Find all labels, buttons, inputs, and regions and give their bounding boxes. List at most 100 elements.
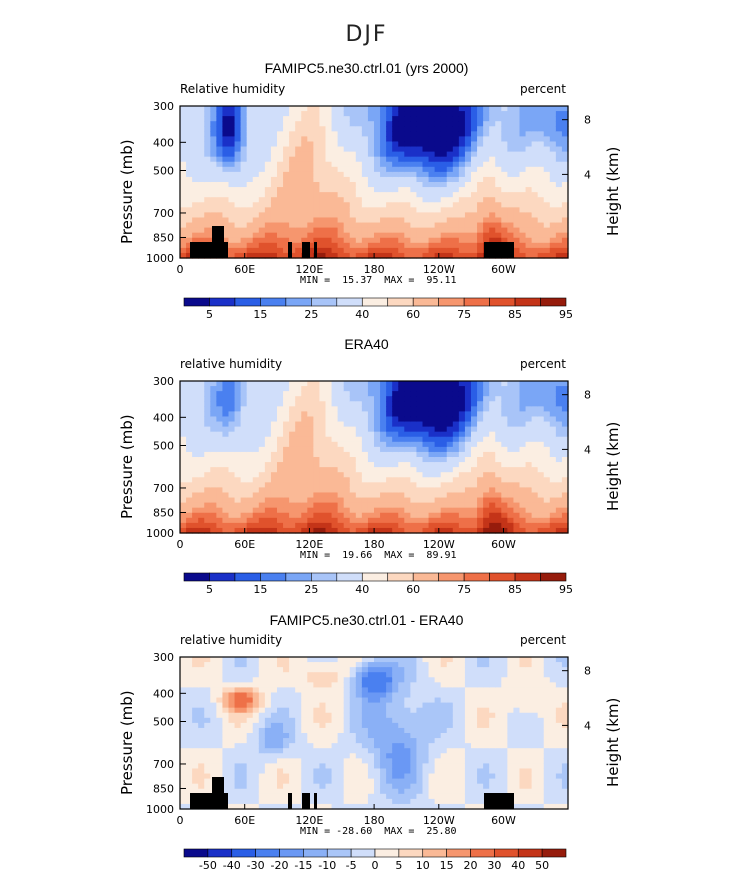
field-cell bbox=[234, 492, 242, 499]
field-cell bbox=[392, 462, 399, 468]
field-cell bbox=[234, 386, 242, 392]
field-cell bbox=[258, 497, 266, 504]
field-cell bbox=[349, 401, 357, 407]
field-cell bbox=[295, 176, 302, 183]
field-cell bbox=[277, 411, 284, 418]
field-cell bbox=[440, 187, 448, 193]
field-cell bbox=[246, 247, 254, 254]
field-cell bbox=[519, 182, 527, 188]
field-cell bbox=[307, 783, 314, 790]
field-cell bbox=[452, 451, 460, 458]
field-cell bbox=[531, 472, 539, 478]
field-cell bbox=[325, 697, 333, 704]
colorbar-swatch bbox=[438, 297, 465, 307]
field-cell bbox=[531, 507, 539, 514]
field-cell bbox=[367, 136, 375, 143]
field-cell bbox=[543, 411, 551, 418]
field-cell bbox=[416, 451, 424, 458]
field-cell bbox=[483, 457, 490, 463]
field-cell bbox=[228, 482, 236, 488]
field-cell bbox=[422, 141, 430, 148]
field-cell bbox=[270, 232, 278, 239]
field-cell bbox=[410, 166, 418, 173]
field-cell bbox=[337, 421, 345, 428]
field-cell bbox=[495, 192, 502, 198]
field-cell bbox=[386, 131, 393, 137]
field-cell bbox=[386, 396, 393, 402]
field-cell bbox=[204, 411, 211, 418]
field-cell bbox=[483, 217, 490, 224]
field-cell bbox=[331, 126, 339, 132]
field-cell bbox=[331, 247, 339, 254]
field-cell bbox=[283, 662, 290, 668]
field-cell bbox=[422, 182, 430, 188]
field-cell bbox=[355, 207, 363, 213]
field-cell bbox=[246, 192, 254, 198]
field-cell bbox=[283, 763, 290, 770]
field-cell bbox=[325, 677, 333, 683]
field-cell bbox=[452, 502, 460, 509]
field-cell bbox=[180, 151, 187, 158]
field-cell bbox=[458, 247, 466, 254]
field-cell bbox=[392, 156, 399, 163]
field-cell bbox=[446, 156, 454, 163]
field-cell bbox=[264, 462, 272, 468]
field-cell bbox=[374, 788, 381, 795]
field-cell bbox=[307, 121, 314, 127]
field-cell bbox=[295, 748, 302, 754]
field-cell bbox=[228, 497, 236, 504]
field-cell bbox=[283, 692, 290, 699]
field-cell bbox=[361, 121, 369, 127]
field-cell bbox=[240, 702, 248, 709]
field-cell bbox=[525, 156, 533, 163]
field-cell bbox=[228, 677, 236, 683]
field-cell bbox=[186, 146, 193, 153]
field-cell bbox=[204, 237, 211, 244]
field-cell bbox=[331, 141, 339, 148]
field-cell bbox=[398, 222, 405, 229]
field-cell bbox=[246, 421, 254, 428]
field-cell bbox=[192, 176, 199, 183]
field-cell bbox=[525, 212, 533, 219]
field-cell bbox=[489, 497, 496, 504]
field-cell bbox=[489, 182, 496, 188]
field-cell bbox=[361, 141, 369, 148]
field-cell bbox=[228, 763, 236, 770]
field-cell bbox=[380, 803, 387, 810]
field-cell bbox=[228, 217, 236, 224]
field-cell bbox=[337, 237, 345, 244]
field-cell bbox=[543, 247, 551, 254]
field-cell bbox=[240, 212, 248, 219]
field-cell bbox=[361, 207, 369, 213]
field-cell bbox=[234, 477, 242, 483]
field-cell bbox=[489, 197, 496, 203]
field-cell bbox=[337, 773, 345, 780]
field-cell bbox=[392, 436, 399, 443]
field-cell bbox=[355, 391, 363, 397]
field-cell bbox=[210, 431, 217, 438]
field-cell bbox=[507, 227, 515, 234]
field-cell bbox=[210, 512, 217, 519]
field-cell bbox=[392, 416, 399, 423]
field-cell bbox=[180, 396, 187, 402]
field-cell bbox=[186, 487, 193, 494]
field-cell bbox=[319, 416, 327, 423]
field-cell bbox=[343, 141, 351, 148]
field-cell bbox=[210, 446, 217, 453]
field-cell bbox=[270, 712, 278, 719]
field-cell bbox=[464, 482, 472, 488]
field-cell bbox=[471, 106, 478, 112]
field-cell bbox=[180, 462, 187, 468]
field-cell bbox=[228, 166, 236, 173]
field-cell bbox=[386, 702, 393, 709]
field-cell bbox=[216, 106, 224, 112]
field-cell bbox=[489, 131, 496, 137]
field-cell bbox=[337, 672, 345, 678]
field-cell bbox=[283, 207, 290, 213]
field-cell bbox=[319, 187, 327, 193]
field-cell bbox=[398, 126, 405, 132]
field-cell bbox=[483, 472, 490, 478]
field-cell bbox=[374, 502, 381, 509]
field-cell bbox=[289, 391, 296, 397]
field-cell bbox=[228, 467, 236, 473]
